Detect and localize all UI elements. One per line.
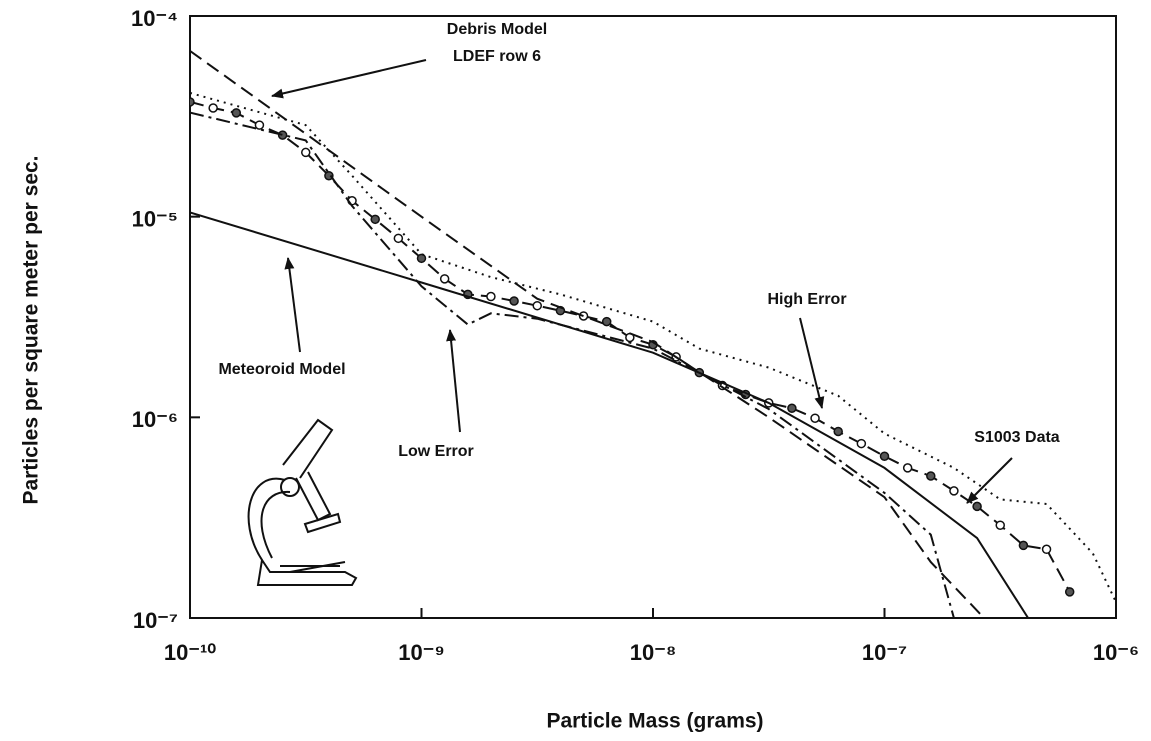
y-tick-label: 10⁻⁵ bbox=[132, 206, 178, 231]
x-tick-label: 10⁻⁹ bbox=[398, 640, 445, 665]
plot-frame bbox=[189, 15, 1117, 619]
data-point bbox=[810, 413, 820, 423]
x-tick-label: 10⁻⁶ bbox=[1093, 640, 1139, 665]
data-point bbox=[300, 147, 311, 158]
series-line bbox=[190, 111, 955, 618]
data-point bbox=[1064, 587, 1075, 597]
annotation: LDEF row 6 bbox=[453, 48, 541, 65]
series-line bbox=[190, 91, 1116, 603]
annotation: Low Error bbox=[398, 443, 474, 460]
arrow bbox=[446, 329, 461, 433]
data-point bbox=[208, 103, 218, 113]
y-axis-title: Particles per square meter per sec. bbox=[20, 155, 43, 504]
annotations: Debris Model LDEF row 6 Meteoroid Model … bbox=[218, 21, 1060, 504]
data-point bbox=[902, 463, 913, 473]
series-line bbox=[190, 50, 985, 618]
annotation: Meteoroid Model bbox=[218, 361, 345, 378]
data-point bbox=[532, 300, 542, 311]
x-axis-title: Particle Mass (grams) bbox=[546, 710, 763, 733]
data-point bbox=[254, 120, 265, 130]
data-point bbox=[1018, 540, 1029, 551]
data-point bbox=[972, 501, 982, 512]
data-point bbox=[787, 403, 797, 413]
data-point bbox=[439, 274, 450, 284]
data-point bbox=[370, 214, 380, 225]
arrow bbox=[799, 317, 825, 409]
y-tick-label: 10⁻⁷ bbox=[133, 608, 178, 633]
annotation: S1003 Data bbox=[974, 429, 1059, 446]
microscope-icon bbox=[247, 418, 358, 586]
data-point bbox=[393, 233, 404, 244]
data-point bbox=[833, 426, 843, 437]
data-point bbox=[995, 520, 1005, 530]
x-tick-label: 10⁻⁷ bbox=[862, 640, 907, 665]
data-point bbox=[601, 316, 612, 327]
y-tick-label: 10⁻⁶ bbox=[132, 407, 178, 432]
data-point bbox=[949, 486, 959, 496]
data-point bbox=[509, 296, 519, 306]
x-tick-label: 10⁻¹⁰ bbox=[164, 640, 216, 665]
series-line bbox=[190, 211, 1029, 618]
arrow bbox=[271, 59, 427, 99]
annotation: Debris Model bbox=[447, 21, 547, 38]
y-tick-label: 10⁻⁴ bbox=[131, 6, 178, 31]
data-point bbox=[879, 451, 890, 461]
data-point bbox=[856, 438, 867, 449]
data-point bbox=[190, 97, 195, 107]
arrow bbox=[966, 457, 1013, 504]
data-point bbox=[416, 253, 427, 264]
annotation: High Error bbox=[767, 291, 846, 308]
data-point bbox=[926, 471, 936, 481]
data-point bbox=[231, 108, 242, 118]
data-point bbox=[486, 291, 496, 302]
x-tick-label: 10⁻⁸ bbox=[630, 640, 676, 665]
data-point bbox=[578, 311, 589, 321]
data-point bbox=[1041, 544, 1052, 555]
data-point bbox=[277, 130, 288, 140]
arrow bbox=[284, 257, 301, 353]
